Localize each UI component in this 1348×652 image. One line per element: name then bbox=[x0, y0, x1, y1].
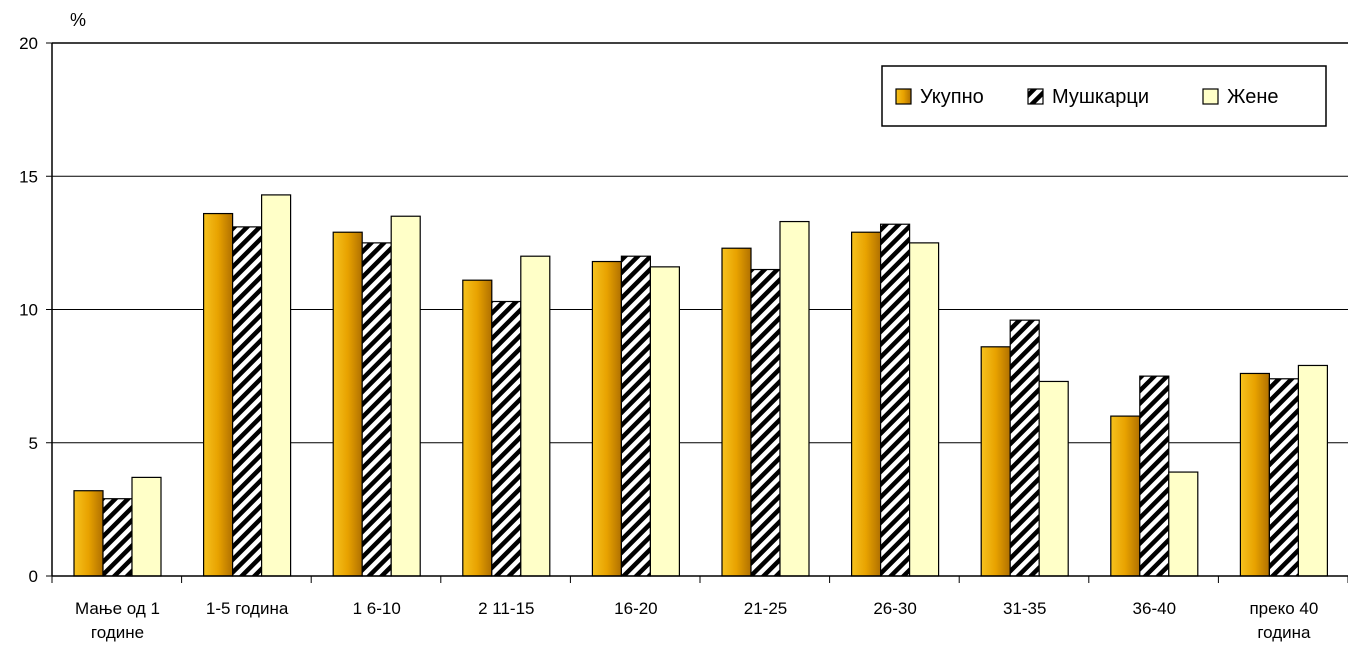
legend-label: Укупно bbox=[920, 86, 984, 108]
bar-solid-cream bbox=[1297, 364, 1329, 577]
bar-solid-gold bbox=[850, 231, 882, 577]
y-tick-labels: 0 5 10 15 20 bbox=[19, 34, 38, 586]
bars bbox=[73, 194, 1329, 577]
x-category-label: 16-20 bbox=[614, 599, 657, 618]
x-category-label: 2 11-15 bbox=[478, 599, 534, 618]
bar-hatched bbox=[1009, 319, 1040, 577]
bar-hatched bbox=[1268, 378, 1300, 577]
legend: Укупно Мушкарци Жене bbox=[881, 65, 1327, 127]
legend-label: Мушкарци bbox=[1052, 86, 1149, 108]
bar-solid-gold bbox=[73, 490, 104, 577]
bar-solid-gold bbox=[721, 247, 752, 577]
bar-solid-cream bbox=[1038, 380, 1069, 577]
bar-solid-gold bbox=[332, 231, 363, 577]
bar-solid-gold bbox=[1110, 415, 1141, 577]
bar-solid-cream bbox=[649, 266, 681, 577]
y-axis-unit-label: % bbox=[70, 10, 86, 30]
x-category-label: 26-30 bbox=[873, 599, 916, 618]
bar-solid-cream bbox=[131, 476, 162, 577]
x-category-label: 1 6-10 bbox=[353, 599, 401, 618]
x-category-label: 36-40 bbox=[1133, 599, 1176, 618]
legend-swatch bbox=[1202, 88, 1219, 105]
bar-hatched bbox=[232, 226, 263, 577]
bar-solid-gold bbox=[980, 346, 1011, 577]
y-tick-label: 20 bbox=[19, 34, 38, 53]
x-category-label: 1-5 година bbox=[206, 599, 289, 618]
bar-solid-gold bbox=[462, 279, 493, 577]
x-category-label: године bbox=[91, 623, 144, 642]
x-category-label: преко 40 bbox=[1249, 599, 1318, 618]
bar-hatched bbox=[102, 498, 133, 577]
x-category-label: Мање од 1 bbox=[75, 599, 160, 618]
bar-hatched bbox=[361, 242, 392, 577]
bar-solid-gold bbox=[203, 212, 234, 577]
bar-hatched bbox=[1139, 375, 1170, 577]
y-tick-label: 10 bbox=[19, 301, 38, 320]
y-tick-label: 0 bbox=[29, 567, 38, 586]
bar-hatched bbox=[879, 223, 911, 577]
legend-label: Жене bbox=[1227, 86, 1279, 108]
bar-solid-cream bbox=[1168, 471, 1199, 577]
bar-hatched bbox=[750, 268, 781, 577]
x-category-labels: Мање од 1 године 1-5 година 1 6-10 2 11-15 16… bbox=[75, 599, 1318, 642]
x-category-label: година bbox=[1257, 623, 1311, 642]
bar-solid-gold bbox=[591, 260, 623, 577]
axes bbox=[46, 42, 1348, 583]
x-category-label: 21-25 bbox=[744, 599, 787, 618]
bar-solid-cream bbox=[908, 242, 940, 577]
legend-box bbox=[881, 65, 1327, 127]
bar-solid-cream bbox=[520, 255, 551, 577]
bar-hatched bbox=[491, 300, 522, 577]
legend-swatch bbox=[1027, 88, 1044, 105]
x-category-label: 31-35 bbox=[1003, 599, 1046, 618]
bar-solid-cream bbox=[779, 220, 810, 577]
bar-solid-gold bbox=[1239, 372, 1271, 577]
legend-swatch bbox=[895, 88, 912, 105]
y-tick-label: 15 bbox=[19, 167, 38, 186]
y-tick-label: 5 bbox=[29, 434, 38, 453]
bar-hatched bbox=[620, 255, 652, 577]
bar-solid-cream bbox=[261, 194, 292, 577]
bar-solid-cream bbox=[390, 215, 421, 577]
